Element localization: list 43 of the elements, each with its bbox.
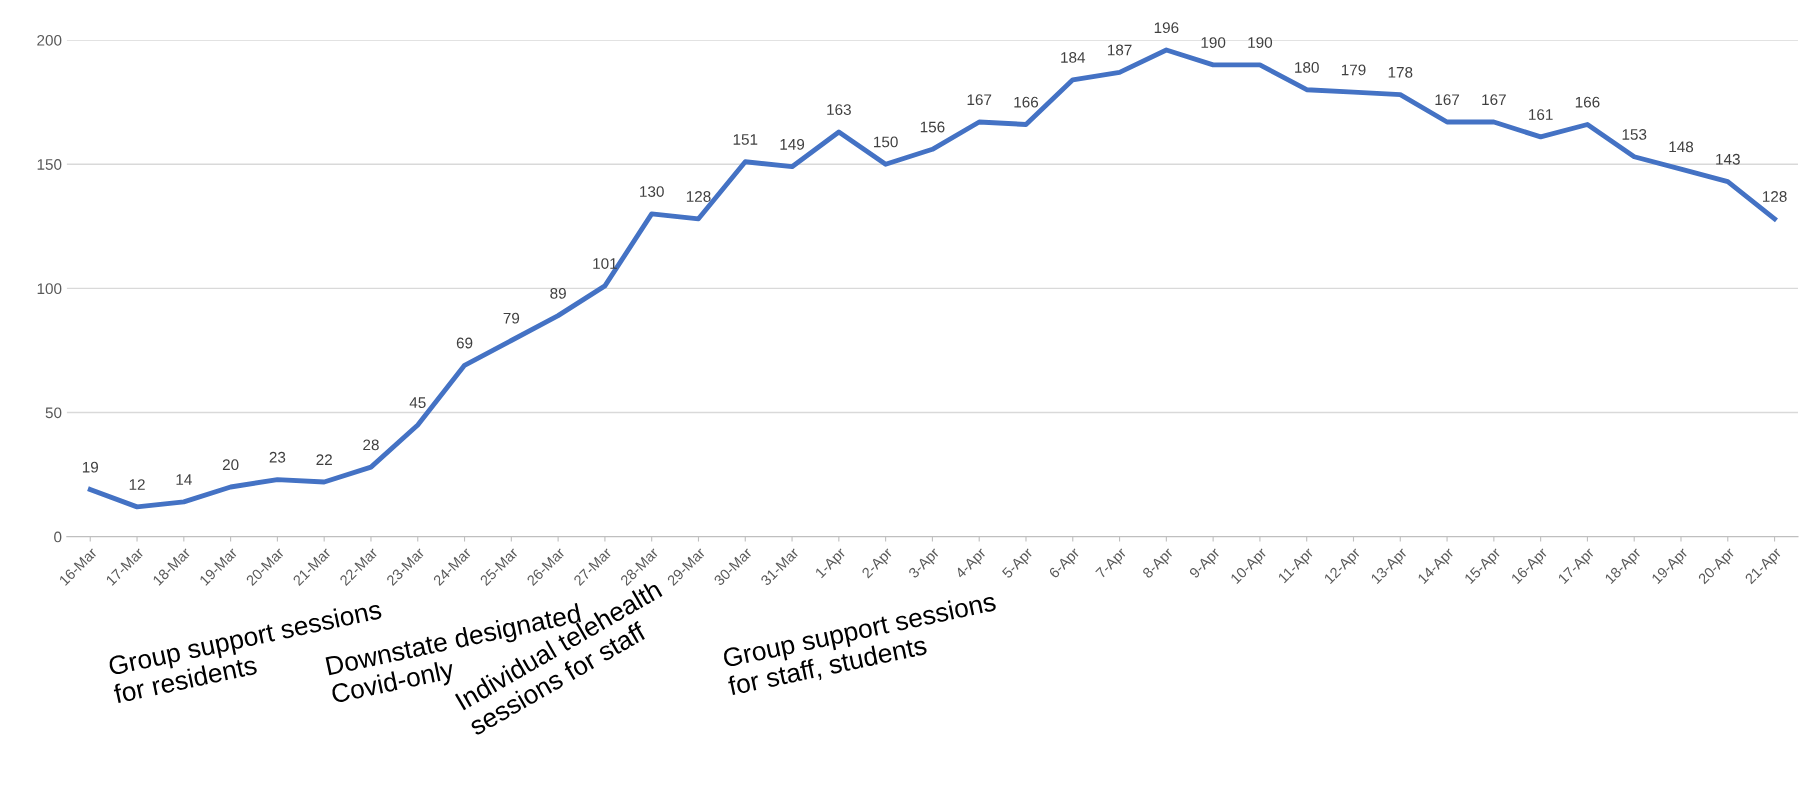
data-label: 128 [1762,191,1787,202]
data-label: 149 [780,138,805,150]
data-label: 180 [1295,61,1319,73]
data-label: 19 [82,461,99,473]
text: Group support sessions for staff, students [722,591,998,699]
data-label: 163 [827,104,851,116]
data-label: 178 [1388,66,1413,78]
data-label: 196 [1154,22,1179,34]
data-label: 156 [920,121,945,133]
data-label: 143 [1716,153,1740,165]
data-label: 79 [503,312,520,324]
data-label: 167 [967,94,992,106]
data-label: 151 [733,134,758,145]
data-label: 167 [1435,94,1460,106]
data-label: 28 [363,439,379,451]
data-label: 148 [1669,141,1694,153]
y-tick-label: 50 [45,407,62,419]
data-label: 14 [176,474,192,485]
data-label: 101 [593,258,617,269]
data-label: 89 [550,287,566,299]
data-label: 190 [1248,37,1273,48]
data-label: 187 [1107,44,1132,56]
data-label: 12 [129,479,145,490]
data-label: 23 [269,451,286,463]
data-label: 161 [1529,109,1553,120]
data-label: 130 [640,186,664,197]
data-label: 184 [1061,52,1086,63]
data-label: 45 [409,397,426,409]
data-label: 153 [1622,129,1647,140]
y-tick-label: 200 [37,34,62,46]
data-label: 190 [1201,37,1226,48]
data-label: 179 [1341,64,1366,76]
data-label: 69 [456,337,473,349]
y-tick-label: 0 [54,531,62,543]
data-label: 22 [316,454,332,465]
data-label: 167 [1482,94,1506,106]
y-tick-label: 100 [37,283,62,295]
data-label: 166 [1575,96,1600,108]
data-label: 166 [1014,96,1039,108]
data-label: 20 [222,459,239,471]
y-tick-label: 150 [37,159,62,170]
data-label: 150 [874,136,898,148]
data-label: 128 [686,191,711,202]
